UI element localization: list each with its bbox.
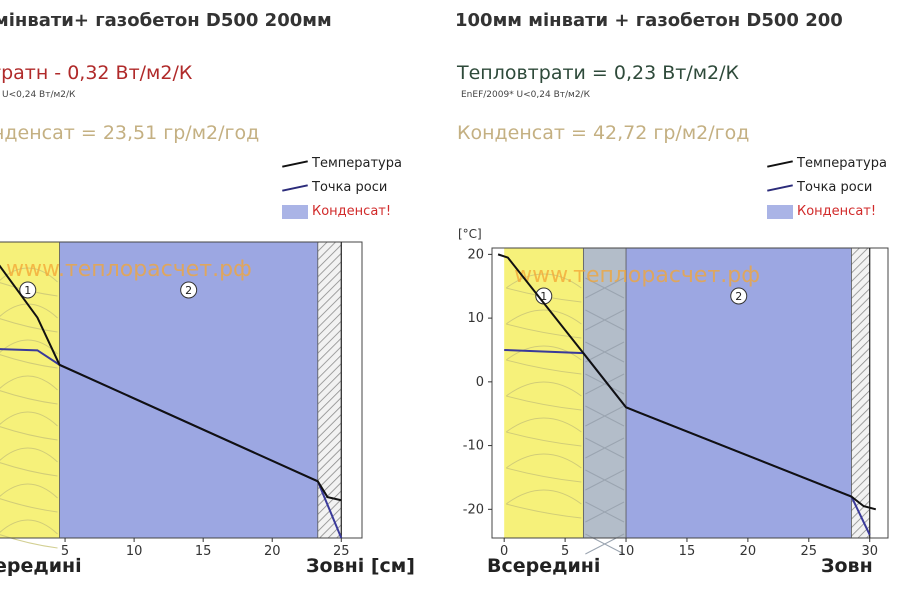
- norm-text: U<0,24 Вт/м2/К: [2, 90, 76, 100]
- layer-number-label: 1: [24, 284, 31, 297]
- layer-band: [317, 242, 342, 538]
- insulation-wave: [0, 483, 58, 513]
- watermark: www.теплорасчет.рф: [6, 257, 252, 282]
- legend-label: Конденсат!: [797, 204, 877, 219]
- y-tick-label: -10: [463, 439, 484, 454]
- insulation-wave: [0, 375, 58, 405]
- norm-text: EnEF/2009* U<0,24 Вт/м2/К: [461, 90, 590, 100]
- x-label-outside: Зовні [см]: [306, 555, 415, 577]
- x-tick-label: 5: [61, 544, 69, 559]
- temperature-line: [497, 253, 877, 511]
- legend-swatch-condensate: [767, 205, 793, 219]
- y-tick-label: 0: [476, 375, 484, 390]
- layer-number-label: 2: [735, 290, 742, 303]
- x-label-inside: ередині: [0, 555, 82, 577]
- x-tick-label: 10: [126, 544, 143, 559]
- chart-panel-right: 100мм мінвати + газобетон D500 200 Тепло…: [445, 0, 900, 600]
- x-tick-label: 20: [740, 544, 757, 559]
- y-tick-label: 20: [467, 247, 484, 262]
- x-label-outside: Зовн: [821, 555, 873, 577]
- legend-label: Конденсат!: [312, 204, 392, 219]
- layer-number-label: 2: [185, 284, 192, 297]
- y-tick-label: 10: [467, 311, 484, 326]
- insulation-wave: [505, 489, 582, 519]
- layer-number-marker: [19, 281, 37, 299]
- insulation-wave: [505, 345, 582, 375]
- insulation-cross: [585, 277, 625, 299]
- x-tick-label: 15: [679, 544, 696, 559]
- insulation-wave: [0, 447, 58, 477]
- x-tick-label: 5: [561, 544, 569, 559]
- insulation-wave: [505, 417, 582, 447]
- legend-label: Температура: [797, 156, 887, 171]
- layer-number-marker: [730, 287, 748, 305]
- insulation-cross: [585, 469, 625, 491]
- x-tick-label: 25: [801, 544, 818, 559]
- insulation-cross: [585, 309, 625, 331]
- insulation-cross: [585, 437, 625, 459]
- plot-frame: [491, 247, 889, 539]
- heat-loss-text: тратн - 0,32 Вт/м2/К: [0, 62, 193, 84]
- insulation-texture-2: [585, 277, 625, 555]
- insulation-wave: [505, 381, 582, 411]
- condensate-text: нденсат = 23,51 гр/м2/год: [0, 122, 260, 144]
- y-tick-label: -20: [463, 502, 484, 517]
- insulation-wave: [0, 411, 58, 441]
- x-tick-label: 25: [333, 544, 350, 559]
- insulation-wave: [505, 309, 582, 339]
- plot-frame: [0, 241, 363, 539]
- x-tick-label: 0: [500, 544, 508, 559]
- legend-label: Точка роси: [312, 180, 388, 195]
- y-axis-label: [°C]: [458, 227, 482, 241]
- chart-title: мінвати+ газобетон D500 200мм: [0, 10, 332, 31]
- legend-swatch-condensate: [282, 205, 308, 219]
- plot-area: www.теплорасчет.рф1 20 5 10 15 20 25 3020100-10…: [458, 227, 889, 559]
- condensate-text: Конденсат = 42,72 гр/м2/год: [457, 122, 750, 144]
- insulation-wave: [0, 519, 58, 549]
- insulation-cross: [585, 533, 625, 555]
- x-tick-label: 10: [618, 544, 635, 559]
- insulation-wave: [505, 453, 582, 483]
- insulation-cross: [585, 341, 625, 363]
- heat-loss-text: Тепловтрати = 0,23 Вт/м2/К: [457, 62, 740, 84]
- plot-area: www.теплорасчет.рф1 25 10 15 20 25: [0, 241, 363, 559]
- insulation-cross: [585, 405, 625, 427]
- insulation-cross: [585, 373, 625, 395]
- x-tick-label: 20: [264, 544, 281, 559]
- watermark: www.теплорасчет.рф: [514, 263, 760, 288]
- layer-band: [851, 248, 870, 538]
- chart-panel-left: мінвати+ газобетон D500 200мм тратн - 0,…: [0, 0, 440, 600]
- chart-title: 100мм мінвати + газобетон D500 200: [455, 10, 843, 31]
- layer-band: [583, 248, 627, 538]
- insulation-cross: [585, 501, 625, 523]
- x-label-inside: Всередині: [487, 555, 601, 577]
- layer-number-label: 1: [540, 290, 547, 303]
- temperature-line: [0, 264, 342, 502]
- legend-label: Температура: [312, 156, 402, 171]
- layer-number-marker: [180, 281, 198, 299]
- x-tick-label: 30: [861, 544, 878, 559]
- x-tick-label: 15: [195, 544, 212, 559]
- legend-label: Точка роси: [797, 180, 873, 195]
